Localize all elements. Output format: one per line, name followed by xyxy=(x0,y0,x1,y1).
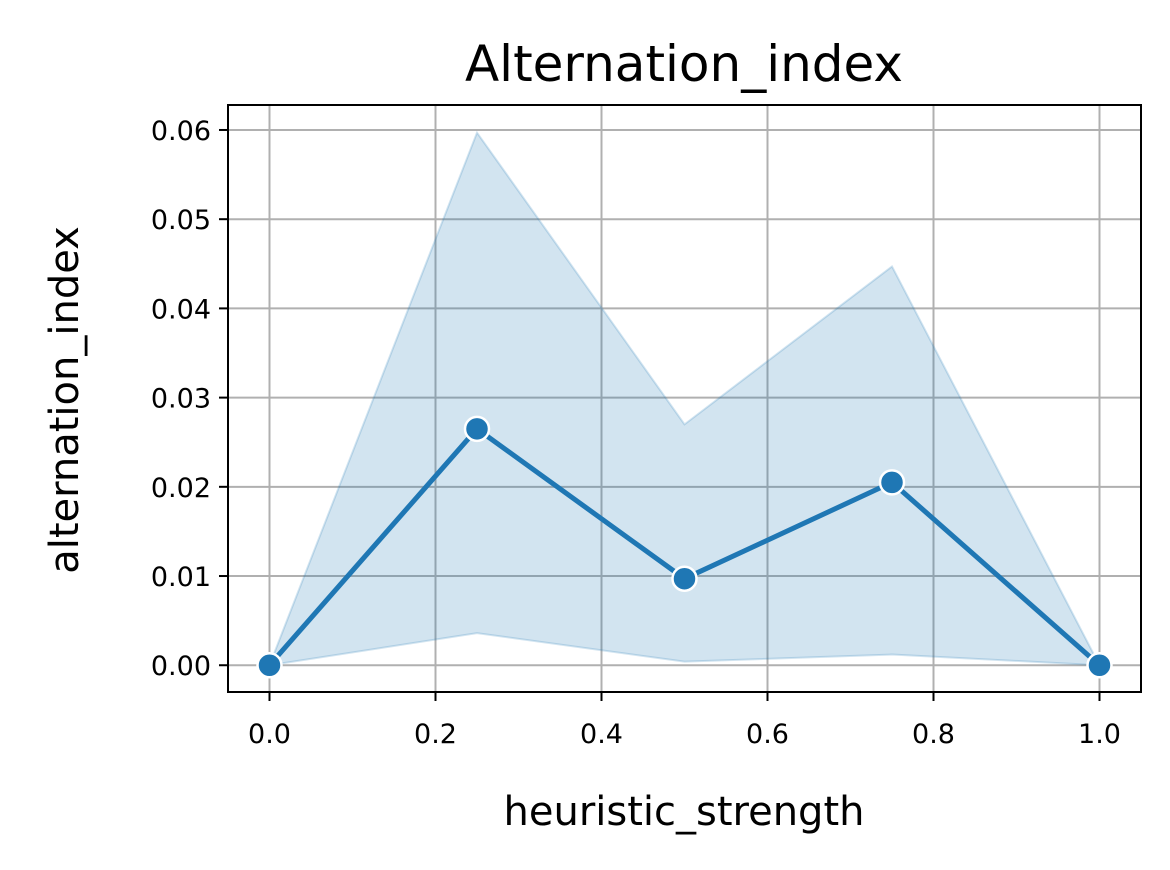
data-point xyxy=(671,565,698,592)
x-tick-label: 0.2 xyxy=(414,719,457,750)
y-tick-label: 0.03 xyxy=(151,384,211,415)
x-axis-label: heuristic_strength xyxy=(504,789,865,835)
y-axis-label: alternation_index xyxy=(42,226,88,574)
axis-ticks: 0.0 0.2 0.4 0.6 0.8 1.0 0.00 0.01 0.02 0.03 0.04 0.… xyxy=(151,116,1121,750)
data-point xyxy=(463,415,491,443)
y-tick-label: 0.01 xyxy=(151,562,211,593)
data-point xyxy=(878,469,906,496)
y-tick-label: 0.02 xyxy=(151,473,211,504)
x-tick-label: 1.0 xyxy=(1078,719,1121,750)
x-tick-label: 0.6 xyxy=(746,719,789,750)
y-tick-label: 0.00 xyxy=(151,651,211,682)
series-markers-layer xyxy=(256,415,1113,679)
chart-title: Alternation_index xyxy=(465,35,903,93)
x-tick-label: 0.0 xyxy=(248,719,291,750)
y-tick-label: 0.04 xyxy=(151,294,211,325)
grid-lines xyxy=(228,105,1141,692)
y-tick-label: 0.06 xyxy=(151,116,211,147)
y-tick-label: 0.05 xyxy=(151,205,211,236)
x-tick-label: 0.8 xyxy=(912,719,955,750)
x-tick-label: 0.4 xyxy=(580,719,623,750)
data-point xyxy=(1086,651,1113,679)
data-point xyxy=(256,651,283,679)
